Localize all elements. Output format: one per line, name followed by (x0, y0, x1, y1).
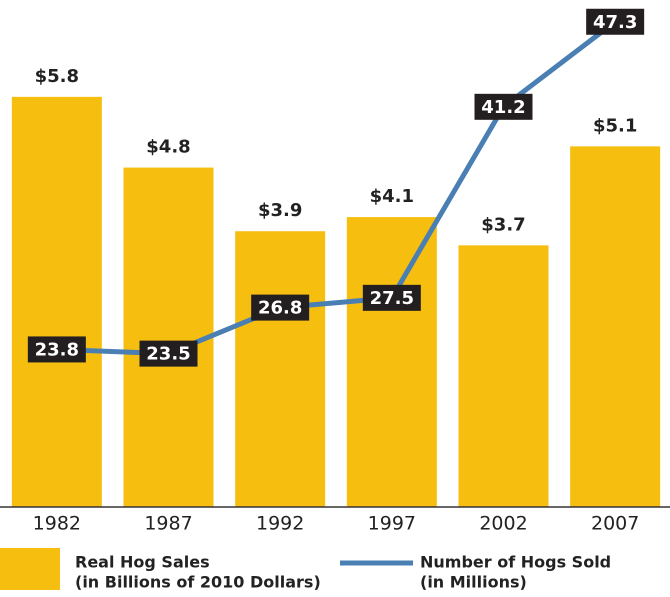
line-label-bg (474, 93, 533, 120)
bar-label: $5.8 (35, 66, 79, 87)
line-label: 47.3 (593, 12, 637, 33)
bar-label: $3.7 (481, 214, 525, 235)
legend-label: Number of Hogs Sold (420, 553, 611, 572)
x-tick-label: 2007 (591, 513, 639, 535)
line-label-bg (586, 8, 645, 35)
line-label: 23.8 (35, 339, 79, 360)
bar-label: $4.8 (146, 137, 190, 158)
bar-label: $3.9 (258, 200, 302, 221)
x-tick-label: 1982 (33, 513, 81, 535)
line-label-bg (139, 340, 198, 367)
line-label: 27.5 (370, 288, 414, 309)
bar-label: $4.1 (370, 186, 414, 207)
x-tick-label: 1987 (144, 513, 192, 535)
bar (346, 217, 437, 508)
x-tick-label: 1992 (256, 513, 304, 535)
bar (123, 167, 214, 508)
legend-label: (in Billions of 2010 Dollars) (75, 573, 321, 592)
x-tick-label: 1997 (368, 513, 416, 535)
line-label-bg (251, 294, 310, 321)
line-label-bg (27, 336, 86, 363)
line-label: 23.5 (146, 344, 190, 365)
legend-label: (in Millions) (420, 573, 527, 592)
bar (570, 146, 661, 507)
bar-label: $5.1 (593, 115, 637, 136)
bar (235, 231, 326, 507)
legend-swatch (0, 548, 60, 590)
line-label-bg (362, 284, 421, 311)
line-label: 41.2 (481, 97, 525, 118)
bar (458, 245, 549, 507)
x-tick-label: 2002 (479, 513, 527, 535)
line-label: 26.8 (258, 298, 302, 319)
legend-label: Real Hog Sales (75, 553, 210, 572)
bar (11, 96, 102, 507)
